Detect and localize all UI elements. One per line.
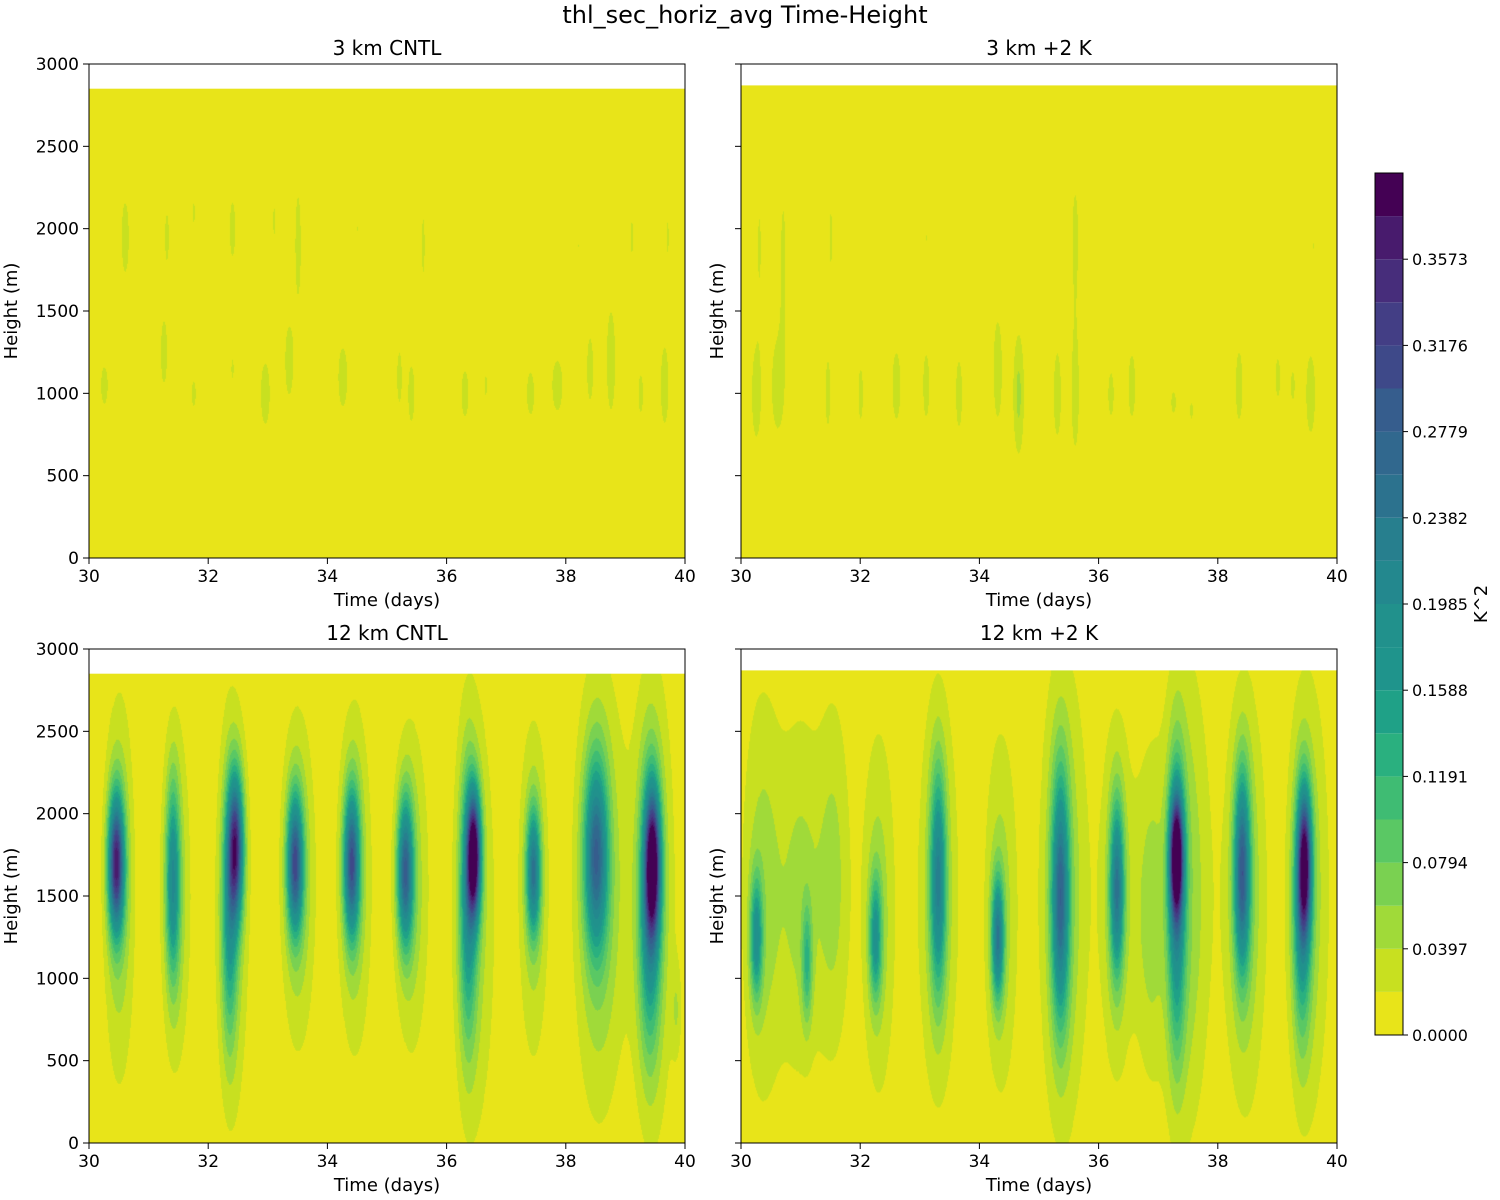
colorbar-segment	[1375, 776, 1403, 820]
colorbar-segment	[1375, 690, 1403, 734]
y-tick-label: 500	[47, 1052, 79, 1072]
y-tick-label: 2000	[36, 805, 79, 825]
subplot-panel: 12 km +2 K 30 32 34 36 38 40 Time (days) Height …	[707, 621, 1348, 1196]
y-axis-label: Height (m)	[707, 848, 728, 945]
colorbar-tick-label: 0.2779	[1412, 423, 1468, 442]
y-tick-label: 3000	[36, 55, 79, 75]
x-tick-label: 34	[317, 1152, 339, 1172]
colorbar-tick-label: 0.3176	[1412, 336, 1468, 355]
x-tick-label: 32	[849, 1152, 871, 1172]
colorbar-segment	[1375, 948, 1403, 992]
y-tick-label: 1000	[36, 969, 79, 989]
y-tick-label: 1500	[36, 887, 79, 907]
x-tick-label: 38	[1207, 567, 1229, 587]
y-axis-label: Height (m)	[707, 263, 728, 360]
y-tick-label: 2000	[36, 220, 79, 240]
contour-field	[89, 673, 685, 1143]
x-axis-label: Time (days)	[985, 1175, 1092, 1196]
colorbar-tick-label: 0.0000	[1412, 1026, 1468, 1045]
colorbar-segment	[1375, 517, 1403, 561]
y-axis-label: Height (m)	[1, 263, 22, 360]
x-axis-label: Time (days)	[333, 1175, 440, 1196]
y-tick-label: 2500	[36, 722, 79, 742]
x-tick-label: 30	[730, 567, 752, 587]
colorbar-tick-label: 0.2382	[1412, 509, 1468, 528]
x-tick-label: 36	[1088, 1152, 1110, 1172]
x-axis-label: Time (days)	[333, 590, 440, 611]
colorbar-segment	[1375, 431, 1403, 475]
subplot-grid: 3 km CNTL 30 32 34 36 38 40 Time (days) 0 500 1000…	[1, 36, 1348, 1196]
colorbar-segment	[1375, 345, 1403, 389]
colorbar: 0.0000 0.0397 0.0794 0.1191 0.1588 0.1985 0.23…	[1374, 172, 1492, 1045]
subplot-panel: 3 km +2 K 30 32 34 36 38 40 Time (days) Height (…	[707, 36, 1348, 611]
y-tick-label: 500	[47, 467, 79, 487]
x-tick-label: 32	[197, 567, 219, 587]
colorbar-segment	[1375, 733, 1403, 777]
colorbar-segment	[1375, 819, 1403, 863]
y-tick-label: 1000	[36, 384, 79, 404]
colorbar-tick-label: 0.3573	[1412, 250, 1468, 269]
subplot-panel: 3 km CNTL 30 32 34 36 38 40 Time (days) 0 500 1000…	[1, 36, 696, 611]
colorbar-segment	[1375, 216, 1403, 260]
colorbar-tick-label: 0.0794	[1412, 854, 1468, 873]
y-tick-label: 0	[68, 1134, 79, 1154]
panel-title: 12 km CNTL	[326, 621, 448, 645]
colorbar-segment	[1375, 474, 1403, 518]
y-tick-label: 0	[68, 549, 79, 569]
panel-title: 3 km CNTL	[333, 36, 443, 60]
x-tick-label: 34	[317, 567, 339, 587]
contour-field	[741, 85, 1337, 559]
x-tick-label: 30	[78, 567, 100, 587]
panel-title: 3 km +2 K	[986, 36, 1092, 60]
colorbar-tick-label: 0.1191	[1412, 767, 1468, 786]
x-tick-label: 40	[674, 1152, 696, 1172]
colorbar-segment	[1375, 560, 1403, 604]
x-tick-label: 36	[436, 1152, 458, 1172]
x-tick-label: 36	[1088, 567, 1110, 587]
colorbar-segment	[1375, 991, 1403, 1035]
y-tick-label: 3000	[36, 640, 79, 660]
x-tick-label: 38	[555, 567, 577, 587]
panel-title: 12 km +2 K	[980, 621, 1099, 645]
contour-field	[741, 670, 1337, 1144]
x-tick-label: 40	[1326, 567, 1348, 587]
colorbar-segment	[1375, 259, 1403, 303]
subplot-panel: 12 km CNTL 30 32 34 36 38 40 Time (days) 0 500 100…	[1, 621, 696, 1196]
x-tick-label: 32	[197, 1152, 219, 1172]
x-tick-label: 32	[849, 567, 871, 587]
y-tick-label: 2500	[36, 137, 79, 157]
x-tick-label: 38	[555, 1152, 577, 1172]
colorbar-label: K^2	[1471, 585, 1492, 623]
x-tick-label: 40	[674, 567, 696, 587]
x-tick-label: 34	[969, 567, 991, 587]
colorbar-segment	[1375, 302, 1403, 346]
x-tick-label: 30	[730, 1152, 752, 1172]
x-tick-label: 34	[969, 1152, 991, 1172]
colorbar-tick-label: 0.0397	[1412, 940, 1468, 959]
colorbar-segment	[1375, 647, 1403, 691]
colorbar-segment	[1375, 862, 1403, 906]
y-axis-label: Height (m)	[1, 848, 22, 945]
x-tick-label: 30	[78, 1152, 100, 1172]
colorbar-segment	[1375, 905, 1403, 949]
x-tick-label: 38	[1207, 1152, 1229, 1172]
colorbar-segment	[1375, 173, 1403, 217]
y-tick-label: 1500	[36, 302, 79, 322]
colorbar-tick-label: 0.1985	[1412, 595, 1468, 614]
colorbar-tick-label: 0.1588	[1412, 681, 1468, 700]
x-tick-label: 36	[436, 567, 458, 587]
x-axis-label: Time (days)	[985, 590, 1092, 611]
colorbar-segment	[1375, 604, 1403, 648]
colorbar-segment	[1375, 388, 1403, 432]
contour-field	[89, 88, 685, 558]
figure-title: thl_sec_horiz_avg Time-Height	[562, 1, 928, 29]
x-tick-label: 40	[1326, 1152, 1348, 1172]
